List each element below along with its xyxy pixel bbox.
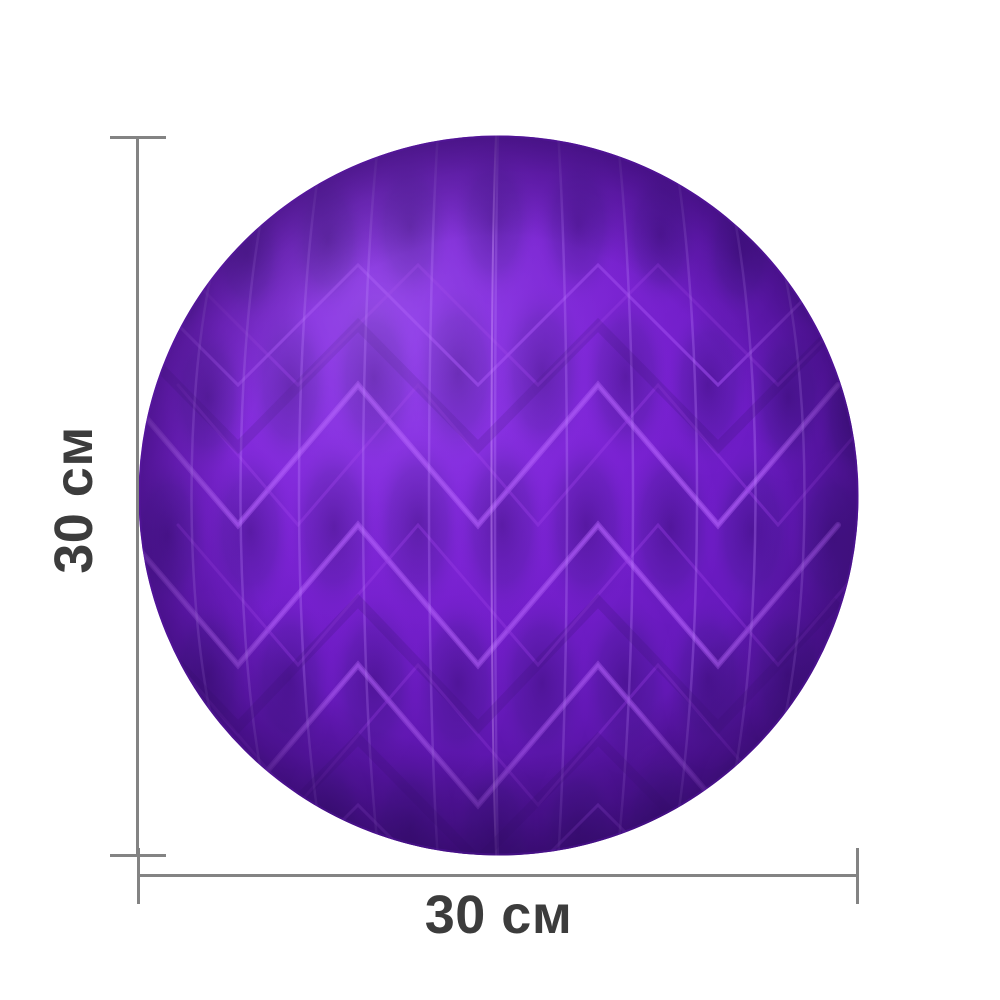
height-dimension-line [136,137,139,856]
width-dimension-tick-left [137,848,140,904]
width-dimension-label: 30 см [424,885,573,945]
width-dimension-line [138,874,859,877]
height-dimension-label: 30 см [0,0,148,1000]
height-dimension-label-text: 30 см [43,426,104,574]
honeycomb-ball-graphic [138,135,859,856]
width-dimension-tick-right [856,848,859,904]
height-dimension-tick-top [110,136,166,139]
honeycomb-paper-ball [138,135,859,856]
